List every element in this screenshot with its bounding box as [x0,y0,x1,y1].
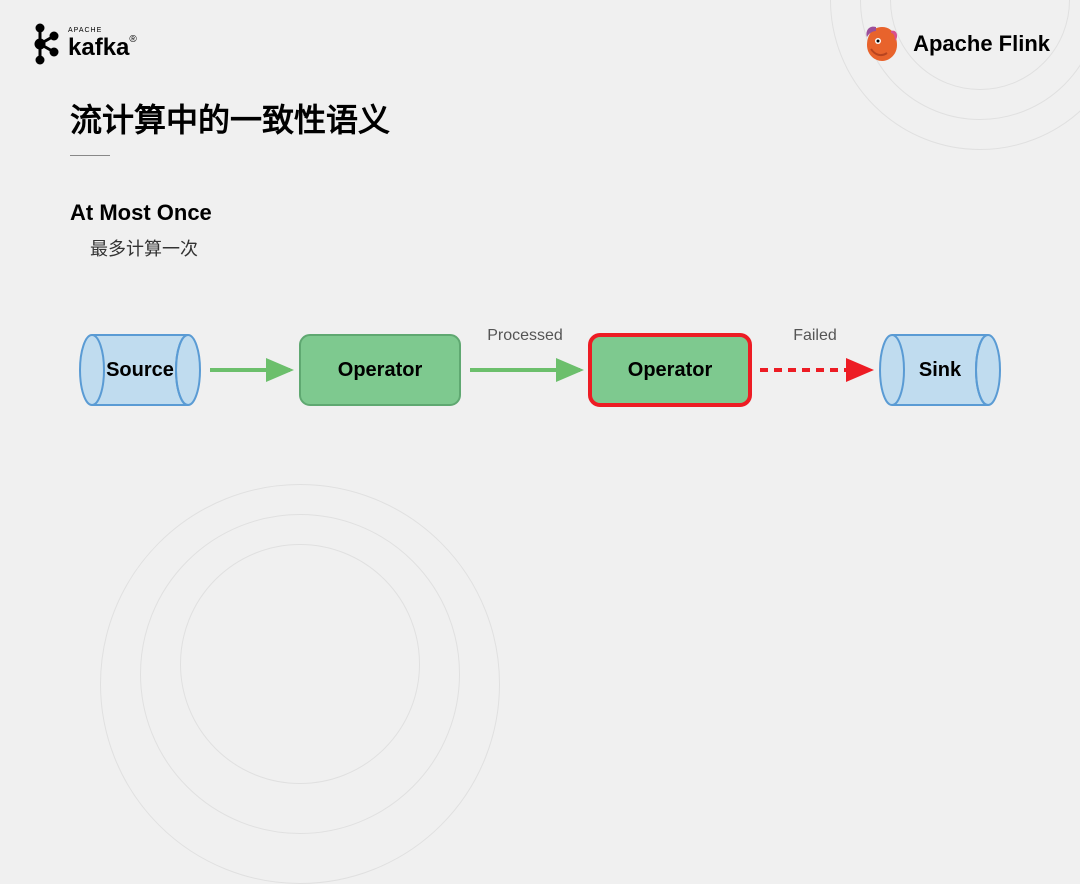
node-sink: Sink [880,335,1000,405]
node-op1: Operator [300,335,460,405]
flow-diagram: Processed Failed Source Operator Operator Sin… [0,0,1080,604]
edge-label-op2-sink: Failed [793,327,837,344]
edge-label-op1-op2: Processed [487,327,563,344]
node-label-sink: Sink [919,359,962,381]
node-label-op2: Operator [628,359,713,381]
node-label-op1: Operator [338,359,423,381]
node-op2: Operator [590,335,750,405]
node-label-source: Source [106,359,174,381]
node-source: Source [80,335,200,405]
